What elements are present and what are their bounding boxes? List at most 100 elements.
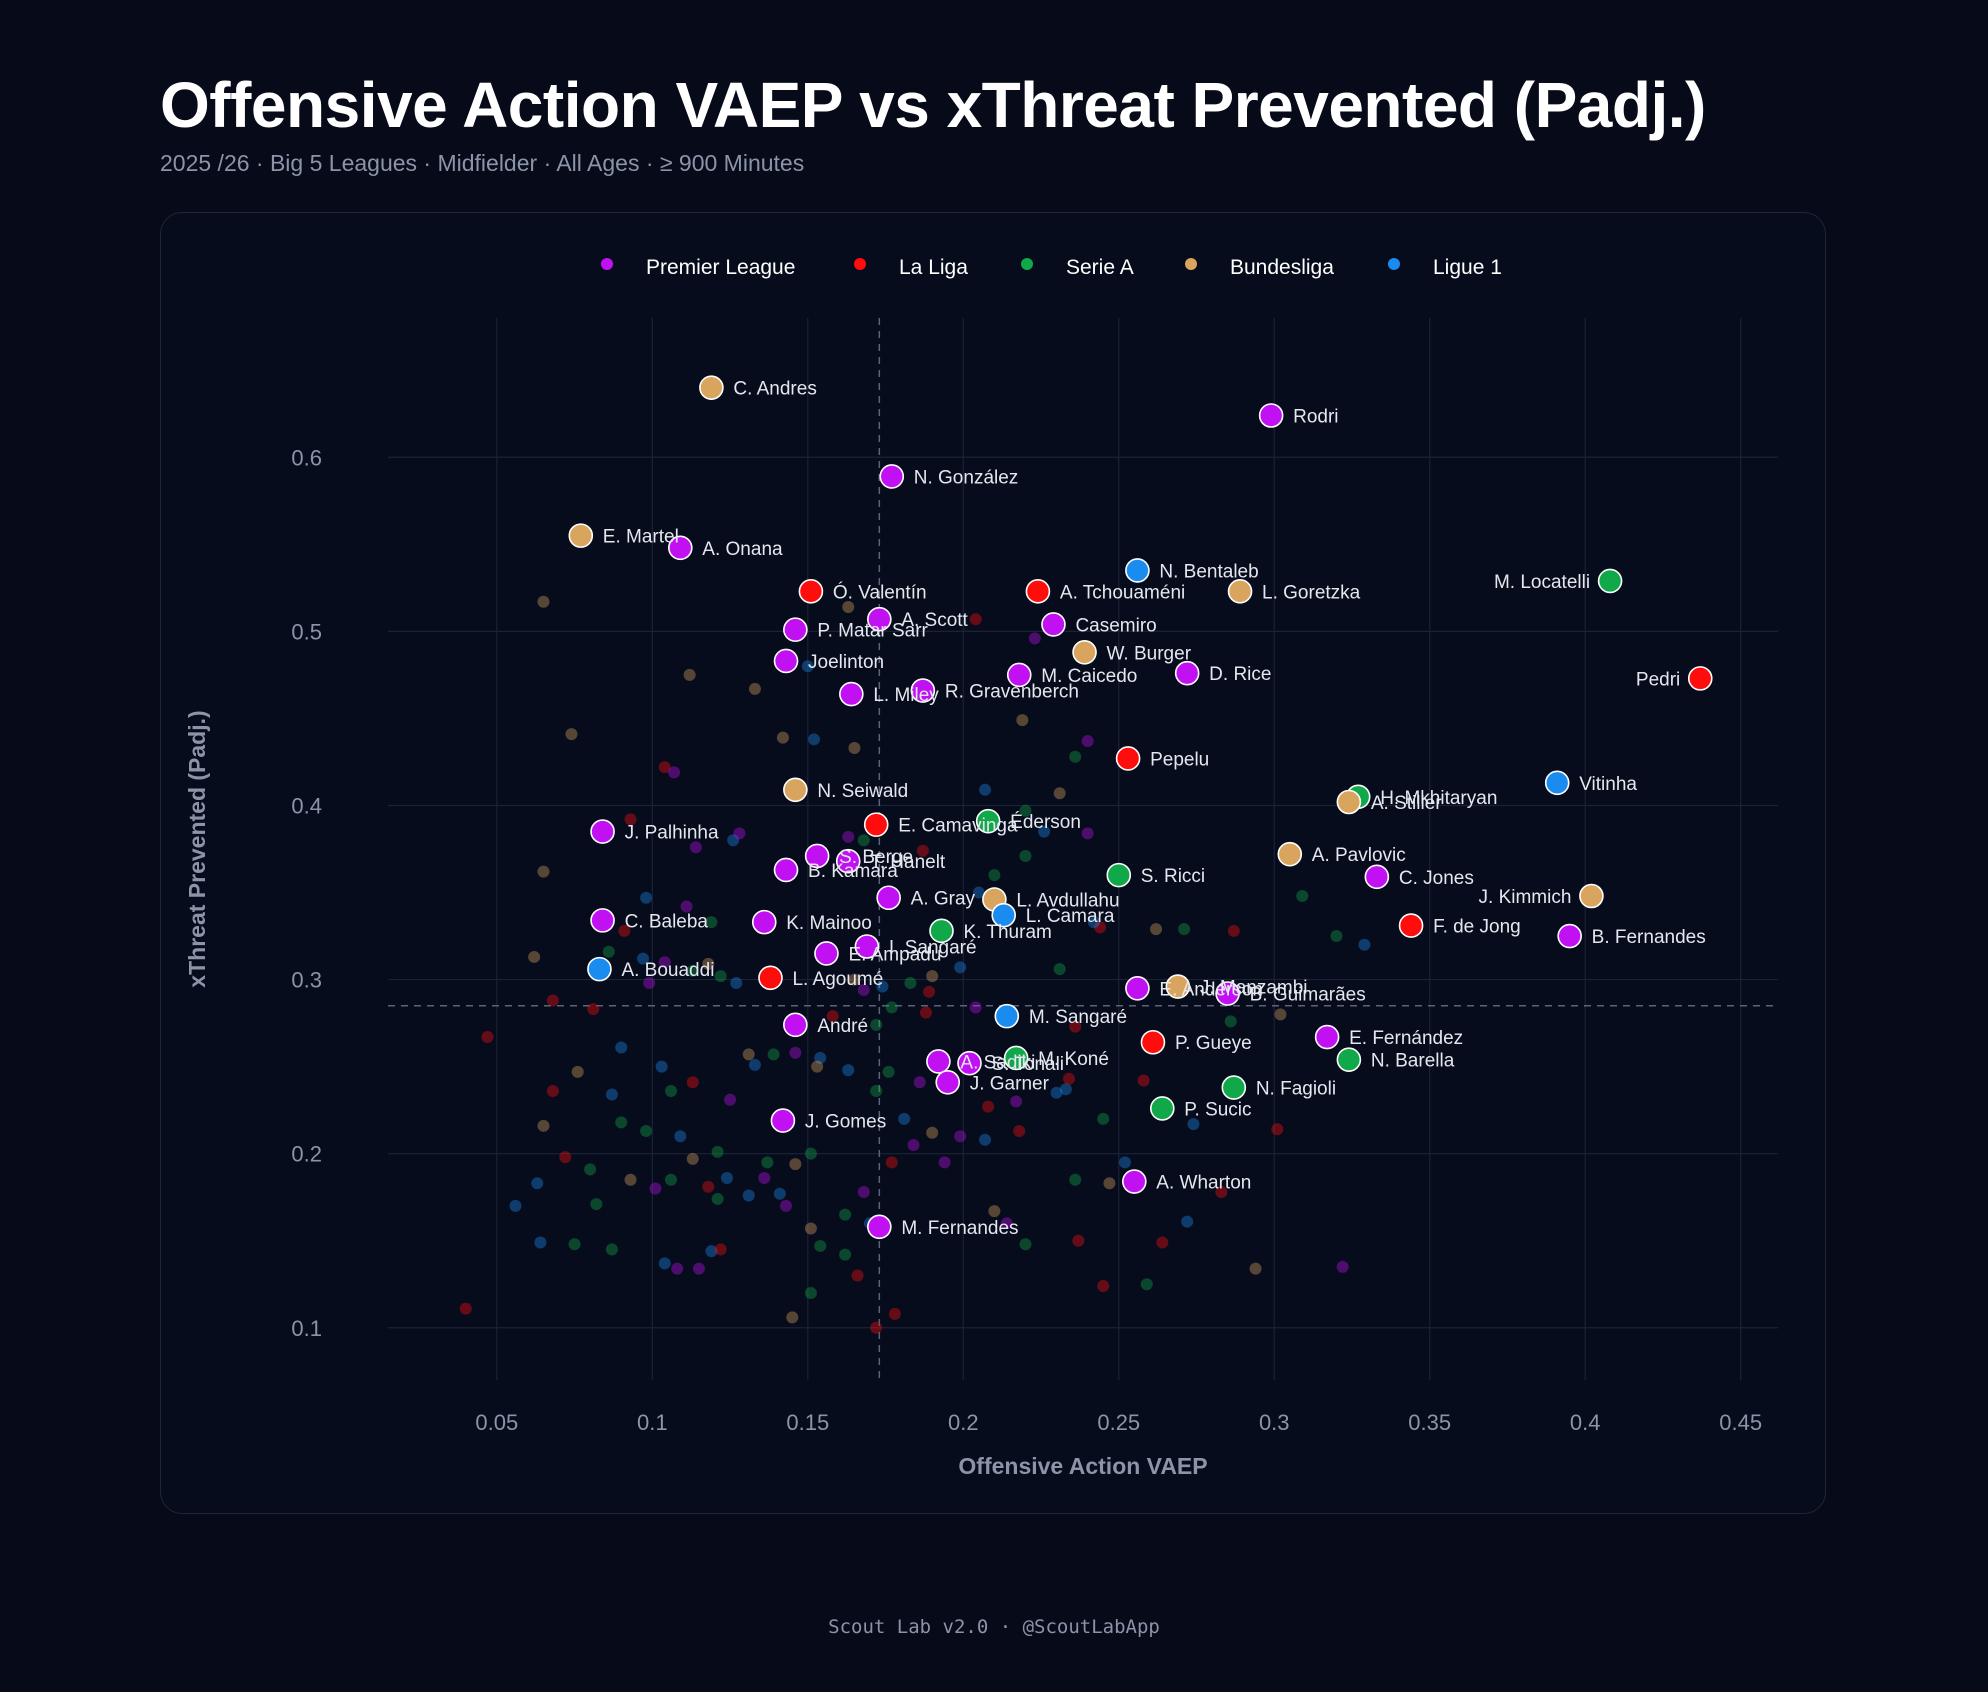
player-point xyxy=(668,535,693,561)
player-point xyxy=(1215,981,1240,1006)
background-point xyxy=(459,1302,472,1315)
background-point xyxy=(1150,923,1163,936)
player-point xyxy=(1041,612,1066,637)
background-point xyxy=(926,1126,939,1139)
background-point xyxy=(1050,1086,1063,1099)
background-point xyxy=(602,945,615,958)
background-point xyxy=(528,950,541,963)
player-label: Joelinton xyxy=(808,652,884,673)
background-point xyxy=(559,1151,572,1164)
background-point xyxy=(923,985,936,998)
background-point xyxy=(711,1145,724,1158)
player-label: A. Wharton xyxy=(1156,1173,1251,1194)
y-tick-label: 0.1 xyxy=(291,1316,322,1341)
background-point xyxy=(534,1236,547,1249)
page-title: Offensive Action VAEP vs xThreat Prevent… xyxy=(160,69,1706,141)
background-point xyxy=(1053,787,1066,800)
background-point xyxy=(1249,1262,1262,1275)
player-point xyxy=(1165,974,1191,999)
mean-lines xyxy=(388,318,1778,1380)
background-point xyxy=(720,1172,733,1185)
player-point xyxy=(1106,862,1132,888)
background-point xyxy=(1097,1279,1110,1292)
player-label: B. Guimarães xyxy=(1250,985,1366,1006)
player-point xyxy=(770,1108,796,1133)
player-point xyxy=(1072,639,1097,665)
background-point xyxy=(686,1076,699,1089)
y-tick-label: 0.3 xyxy=(291,968,322,993)
legend-marker xyxy=(1021,258,1033,270)
footer-credit: Scout Lab v2.0 · @ScoutLabApp xyxy=(828,1616,1160,1638)
background-point xyxy=(857,984,870,997)
background-point xyxy=(1336,1260,1349,1273)
player-point xyxy=(867,606,892,632)
player-point xyxy=(758,965,783,991)
background-point xyxy=(702,957,715,970)
background-point xyxy=(1094,921,1107,934)
player-label: M. Sangaré xyxy=(1029,1007,1127,1028)
background-point xyxy=(773,1187,786,1200)
background-point xyxy=(1118,1156,1131,1169)
player-point xyxy=(1125,558,1150,583)
background-point xyxy=(658,761,671,774)
background-point xyxy=(916,844,929,857)
background-point xyxy=(640,891,653,904)
background-point xyxy=(537,595,550,608)
player-point xyxy=(814,941,839,966)
background-point xyxy=(683,668,696,681)
background-point xyxy=(658,1257,671,1270)
player-label: E. Fernández xyxy=(1349,1028,1463,1049)
player-point xyxy=(910,678,936,703)
background-point xyxy=(714,1243,727,1256)
player-point xyxy=(1336,789,1362,815)
player-point xyxy=(1277,841,1303,867)
background-point xyxy=(702,1180,715,1193)
player-point xyxy=(1174,660,1200,686)
player-label: André xyxy=(817,1016,868,1037)
player-point xyxy=(1122,1169,1147,1194)
background-point xyxy=(546,1084,559,1097)
player-label: M. Locatelli xyxy=(1494,572,1590,593)
background-point xyxy=(587,1003,600,1016)
background-point xyxy=(789,1158,802,1171)
background-point xyxy=(882,1065,895,1078)
background-point xyxy=(674,1130,687,1143)
axis-ticks: 0.05 0.1 0.15 0.2 0.25 0.3 0.35 0.4 0.45 0.1 0.2 0.… xyxy=(184,445,1762,1479)
player-point xyxy=(783,1012,808,1038)
background-point xyxy=(1178,923,1191,936)
point-labels: C. Andres Rodri N. González E. Martel A. Ona… xyxy=(603,379,1706,1239)
background-point xyxy=(1227,924,1240,937)
legend-label: La Liga xyxy=(899,256,968,279)
background-point xyxy=(571,1065,584,1078)
player-label: B. Fernandes xyxy=(1592,927,1706,948)
background-point xyxy=(705,1245,718,1258)
background-point xyxy=(898,1112,911,1125)
background-point xyxy=(842,830,855,843)
background-point xyxy=(1215,1185,1228,1198)
background-point xyxy=(664,1084,677,1097)
background-point xyxy=(1156,1236,1169,1249)
background-point xyxy=(1358,938,1371,951)
background-point xyxy=(1081,827,1094,840)
background-point xyxy=(568,1238,581,1251)
background-point xyxy=(481,1031,494,1044)
background-point xyxy=(1063,1072,1076,1085)
player-point xyxy=(1025,579,1051,604)
background-point xyxy=(913,1076,926,1089)
legend-label: Bundesliga xyxy=(1230,256,1334,279)
background-point xyxy=(826,1010,839,1023)
background-point xyxy=(671,1262,684,1275)
background-point xyxy=(839,1248,852,1261)
player-label: L. Avdullahu xyxy=(1016,890,1119,911)
background-point xyxy=(814,1239,827,1252)
player-label: E. Ampadu xyxy=(848,944,941,965)
background-point xyxy=(761,1156,774,1169)
player-point xyxy=(1227,579,1253,604)
background-point xyxy=(851,1269,864,1282)
player-label: M. Fernandes xyxy=(901,1218,1018,1239)
background-point xyxy=(814,1051,827,1064)
background-point xyxy=(584,1163,597,1176)
background-point xyxy=(804,1286,817,1299)
background-point xyxy=(727,834,740,847)
